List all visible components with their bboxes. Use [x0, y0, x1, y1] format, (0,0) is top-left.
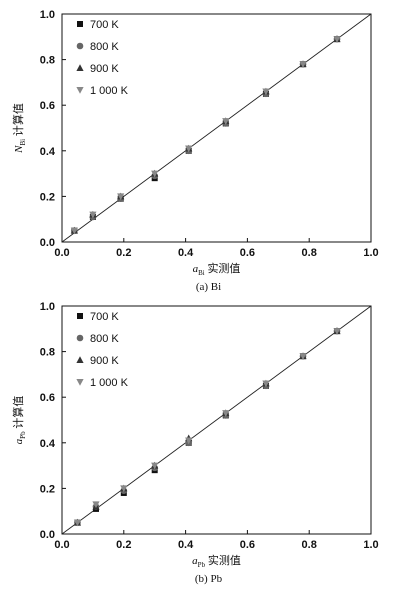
- chart-caption: (b) Pb: [195, 573, 223, 585]
- data-point: [151, 170, 159, 178]
- x-tick-label: 0.0: [54, 247, 69, 259]
- plot-frame: [61, 305, 372, 535]
- data-point: [333, 36, 341, 43]
- legend-label: 1 000 K: [90, 85, 129, 97]
- legend-marker: [76, 379, 84, 386]
- legend-marker: [76, 64, 84, 71]
- legend: 700 K 800 K 900 K 1 000 K: [76, 19, 129, 97]
- plot-frame: [61, 13, 372, 243]
- legend-label: 900 K: [90, 63, 119, 75]
- x-tick-label: 0.2: [116, 539, 131, 551]
- data-point: [185, 437, 193, 445]
- data-point: [73, 519, 82, 527]
- data-point: [151, 462, 159, 470]
- reference-line: [61, 13, 372, 243]
- x-tick-label: 0.2: [116, 247, 131, 259]
- x-tick-label: 1.0: [363, 539, 378, 551]
- data-point: [185, 145, 193, 153]
- y-tick-label: 0.2: [40, 483, 55, 495]
- y-tick-label: 0.4: [40, 146, 56, 158]
- y-tick-label: 1.0: [40, 9, 55, 21]
- x-tick-label: 0.8: [302, 539, 317, 551]
- data-point: [70, 227, 78, 235]
- x-axis-label: aBi 实测值: [193, 261, 241, 277]
- data-point: [92, 501, 100, 509]
- x-axis-label: aPb 实测值: [192, 553, 241, 569]
- data-point: [299, 61, 307, 68]
- y-axis-label: NBi 计算值: [11, 103, 27, 154]
- data-point: [222, 118, 230, 125]
- x-tick-label: 0.8: [302, 247, 317, 259]
- chart-bi: 0.0 0.2 0.4 0.6 0.8 1.0 0.0 0.2 0.4 0.6 0.8 1.0 700 …: [11, 9, 379, 293]
- y-tick-label: 0.4: [40, 438, 56, 450]
- y-tick-label: 0.8: [40, 55, 55, 67]
- data-point: [333, 328, 341, 335]
- legend: 700 K 800 K 900 K 1 000 K: [76, 311, 129, 389]
- legend-marker: [76, 42, 84, 50]
- y-tick-label: 0.0: [40, 529, 55, 541]
- data-point: [120, 485, 128, 493]
- legend-marker: [76, 87, 84, 94]
- data-point: [117, 193, 125, 201]
- chart-pb: 0.0 0.2 0.4 0.6 0.8 1.0 0.0 0.2 0.4 0.6 0.8 1.0 700 …: [11, 301, 379, 585]
- legend-marker: [77, 313, 83, 319]
- series-1000K: [73, 328, 341, 527]
- legend-marker: [77, 21, 83, 27]
- x-tick-label: 1.0: [363, 247, 378, 259]
- series-1000K: [70, 36, 341, 235]
- legend-label: 700 K: [90, 19, 119, 31]
- legend-label: 1 000 K: [90, 377, 129, 389]
- y-tick-label: 0.0: [40, 237, 55, 249]
- legend-marker: [76, 334, 84, 342]
- data-point: [262, 88, 270, 96]
- reference-line: [61, 305, 372, 535]
- legend-label: 800 K: [90, 333, 119, 345]
- x-tick-label: 0.4: [178, 247, 194, 259]
- x-tick-label: 0.6: [240, 247, 255, 259]
- y-tick-label: 0.6: [40, 392, 55, 404]
- legend-marker: [76, 356, 84, 363]
- chart-caption: (a) Bi: [196, 281, 221, 293]
- legend-label: 900 K: [90, 355, 119, 367]
- x-tick-label: 0.4: [178, 539, 194, 551]
- data-point: [299, 353, 307, 360]
- x-tick-label: 0.0: [54, 539, 69, 551]
- legend-label: 800 K: [90, 41, 119, 53]
- y-tick-label: 0.2: [40, 191, 55, 203]
- y-axis-label: aPb 计算值: [11, 396, 27, 445]
- data-point: [262, 380, 270, 388]
- y-tick-label: 0.8: [40, 347, 55, 359]
- y-tick-label: 1.0: [40, 301, 55, 313]
- data-point: [222, 410, 230, 417]
- data-point: [89, 211, 97, 219]
- x-tick-label: 0.6: [240, 539, 255, 551]
- y-tick-label: 0.6: [40, 100, 55, 112]
- legend-label: 700 K: [90, 311, 119, 323]
